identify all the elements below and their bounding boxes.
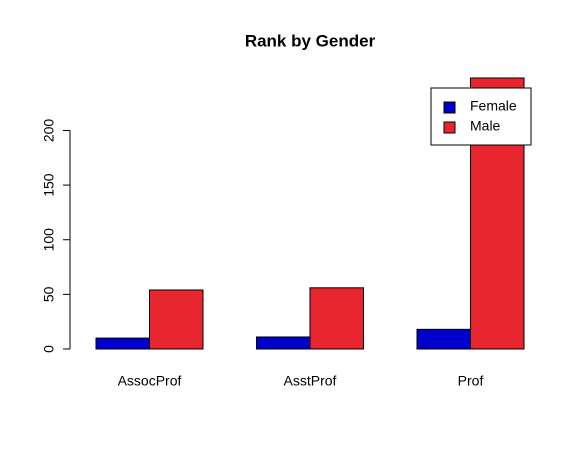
bar	[149, 289, 204, 350]
legend-label: Male	[470, 118, 501, 134]
y-tick-label: 100	[41, 228, 57, 252]
legend: Female Male	[430, 87, 532, 146]
legend-swatch	[443, 101, 456, 114]
y-tick-label: 50	[41, 286, 57, 302]
x-tick-label: AssocProf	[118, 373, 182, 389]
bar	[256, 336, 311, 350]
bar	[95, 337, 150, 350]
legend-box	[430, 87, 532, 146]
chart-title: Rank by Gender	[245, 31, 376, 50]
x-tick-label: Prof	[458, 373, 484, 389]
legend-swatch	[443, 121, 456, 134]
legend-label: Female	[470, 98, 517, 114]
y-tick-label: 150	[41, 173, 57, 197]
bar	[416, 328, 471, 350]
bar	[309, 287, 364, 350]
y-tick-label: 0	[41, 345, 57, 353]
y-tick-label: 200	[41, 119, 57, 143]
x-tick-label: AsstProf	[284, 373, 337, 389]
